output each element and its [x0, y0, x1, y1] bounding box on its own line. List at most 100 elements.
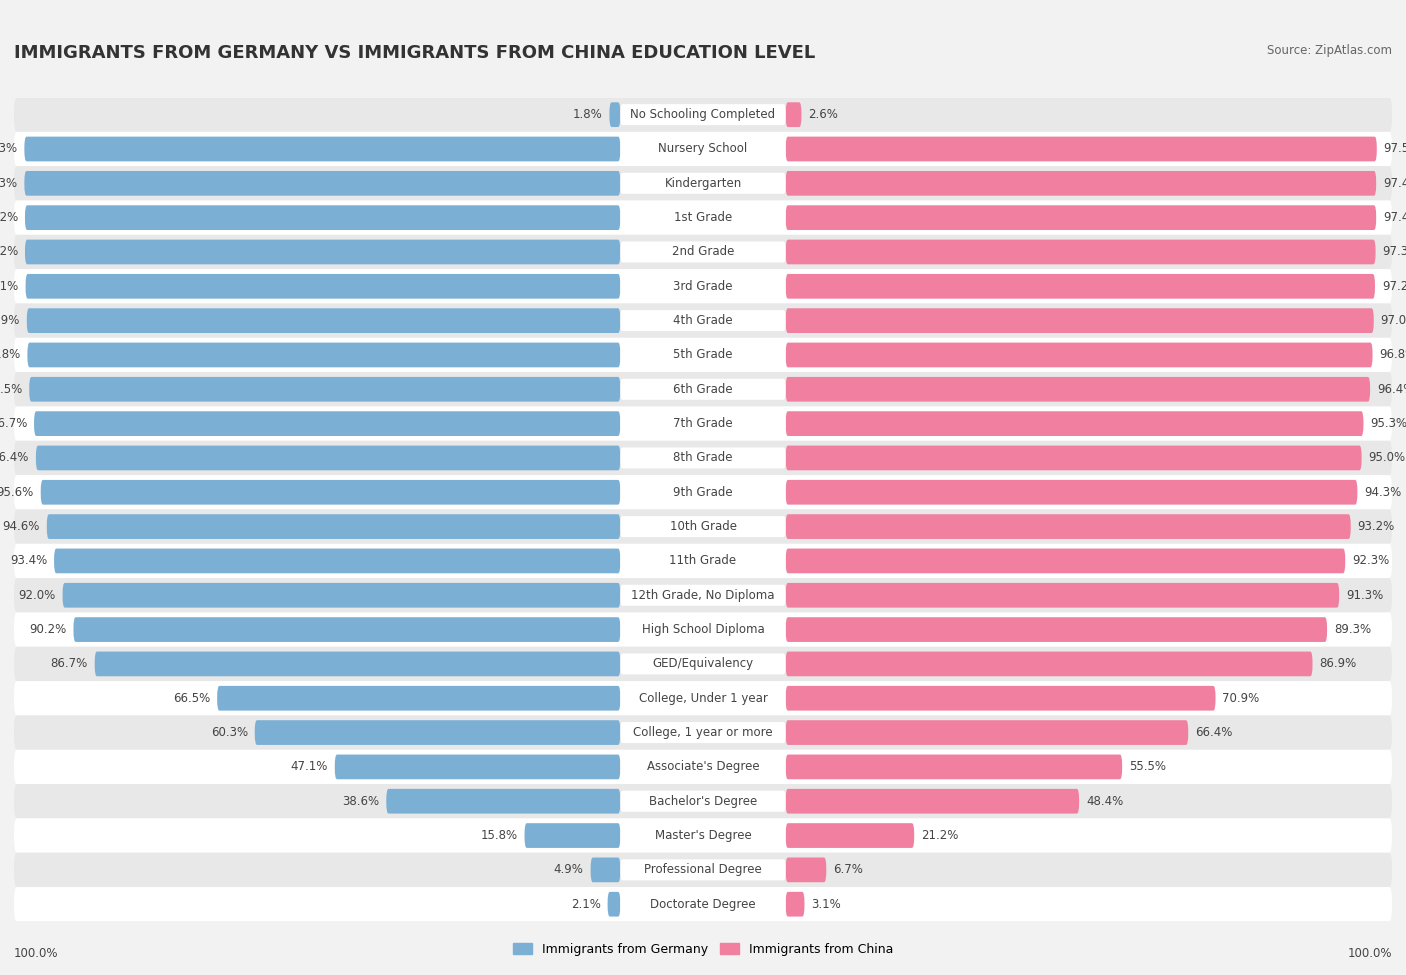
FancyBboxPatch shape: [14, 166, 1392, 201]
FancyBboxPatch shape: [14, 441, 1392, 475]
Text: Professional Degree: Professional Degree: [644, 864, 762, 877]
Text: 47.1%: 47.1%: [291, 760, 328, 773]
FancyBboxPatch shape: [786, 377, 1369, 402]
Text: 98.3%: 98.3%: [0, 176, 17, 190]
FancyBboxPatch shape: [14, 682, 1392, 716]
Text: High School Diploma: High School Diploma: [641, 623, 765, 636]
FancyBboxPatch shape: [620, 619, 786, 641]
FancyBboxPatch shape: [14, 853, 1392, 887]
Text: 96.4%: 96.4%: [0, 451, 30, 464]
FancyBboxPatch shape: [620, 722, 786, 743]
Text: Master's Degree: Master's Degree: [655, 829, 751, 842]
Text: 86.7%: 86.7%: [51, 657, 87, 671]
Text: 97.2%: 97.2%: [1382, 280, 1406, 292]
FancyBboxPatch shape: [14, 612, 1392, 646]
FancyBboxPatch shape: [786, 171, 1376, 196]
Text: 12th Grade, No Diploma: 12th Grade, No Diploma: [631, 589, 775, 602]
FancyBboxPatch shape: [786, 755, 1122, 779]
Legend: Immigrants from Germany, Immigrants from China: Immigrants from Germany, Immigrants from…: [508, 938, 898, 961]
FancyBboxPatch shape: [786, 274, 1375, 298]
FancyBboxPatch shape: [25, 274, 620, 298]
FancyBboxPatch shape: [620, 757, 786, 777]
Text: Source: ZipAtlas.com: Source: ZipAtlas.com: [1267, 44, 1392, 57]
FancyBboxPatch shape: [620, 310, 786, 332]
FancyBboxPatch shape: [524, 823, 620, 848]
FancyBboxPatch shape: [217, 685, 620, 711]
Text: 94.3%: 94.3%: [1364, 486, 1402, 499]
Text: 91.3%: 91.3%: [1346, 589, 1384, 602]
FancyBboxPatch shape: [14, 509, 1392, 544]
Text: 86.9%: 86.9%: [1319, 657, 1357, 671]
Text: 66.5%: 66.5%: [173, 691, 211, 705]
Text: 92.3%: 92.3%: [1353, 555, 1389, 567]
FancyBboxPatch shape: [620, 413, 786, 434]
FancyBboxPatch shape: [620, 138, 786, 160]
Text: 93.2%: 93.2%: [1358, 520, 1395, 533]
FancyBboxPatch shape: [24, 171, 620, 196]
Text: 2.1%: 2.1%: [571, 898, 600, 911]
FancyBboxPatch shape: [620, 825, 786, 846]
Text: 97.5%: 97.5%: [1384, 142, 1406, 155]
FancyBboxPatch shape: [620, 585, 786, 605]
Text: Associate's Degree: Associate's Degree: [647, 760, 759, 773]
Text: 2.6%: 2.6%: [808, 108, 838, 121]
Text: 97.4%: 97.4%: [1384, 212, 1406, 224]
FancyBboxPatch shape: [620, 207, 786, 228]
FancyBboxPatch shape: [620, 894, 786, 915]
Text: Bachelor's Degree: Bachelor's Degree: [650, 795, 756, 807]
Text: 2nd Grade: 2nd Grade: [672, 246, 734, 258]
FancyBboxPatch shape: [27, 308, 620, 333]
FancyBboxPatch shape: [786, 823, 914, 848]
Text: 70.9%: 70.9%: [1222, 691, 1260, 705]
FancyBboxPatch shape: [387, 789, 620, 813]
FancyBboxPatch shape: [14, 818, 1392, 853]
Text: 4th Grade: 4th Grade: [673, 314, 733, 328]
FancyBboxPatch shape: [620, 242, 786, 262]
FancyBboxPatch shape: [34, 411, 620, 436]
Text: 96.7%: 96.7%: [0, 417, 27, 430]
FancyBboxPatch shape: [14, 269, 1392, 303]
Text: College, Under 1 year: College, Under 1 year: [638, 691, 768, 705]
FancyBboxPatch shape: [53, 549, 620, 573]
FancyBboxPatch shape: [73, 617, 620, 642]
FancyBboxPatch shape: [14, 132, 1392, 166]
Text: 6.7%: 6.7%: [834, 864, 863, 877]
FancyBboxPatch shape: [786, 651, 1313, 677]
FancyBboxPatch shape: [14, 578, 1392, 612]
FancyBboxPatch shape: [335, 755, 620, 779]
FancyBboxPatch shape: [620, 104, 786, 125]
FancyBboxPatch shape: [786, 136, 1376, 161]
FancyBboxPatch shape: [94, 651, 620, 677]
FancyBboxPatch shape: [786, 549, 1346, 573]
Text: 21.2%: 21.2%: [921, 829, 959, 842]
Text: 95.6%: 95.6%: [0, 486, 34, 499]
Text: 7th Grade: 7th Grade: [673, 417, 733, 430]
Text: 97.5%: 97.5%: [0, 383, 22, 396]
FancyBboxPatch shape: [786, 583, 1339, 607]
Text: 97.9%: 97.9%: [0, 314, 20, 328]
Text: 8th Grade: 8th Grade: [673, 451, 733, 464]
FancyBboxPatch shape: [786, 514, 1351, 539]
FancyBboxPatch shape: [14, 750, 1392, 784]
FancyBboxPatch shape: [620, 791, 786, 812]
Text: 97.8%: 97.8%: [0, 348, 21, 362]
Text: No Schooling Completed: No Schooling Completed: [630, 108, 776, 121]
FancyBboxPatch shape: [14, 544, 1392, 578]
Text: 90.2%: 90.2%: [30, 623, 66, 636]
Text: 94.6%: 94.6%: [3, 520, 39, 533]
Text: 95.0%: 95.0%: [1368, 451, 1406, 464]
FancyBboxPatch shape: [14, 372, 1392, 407]
Text: 98.2%: 98.2%: [0, 246, 18, 258]
FancyBboxPatch shape: [24, 136, 620, 161]
Text: 96.4%: 96.4%: [1376, 383, 1406, 396]
Text: Nursery School: Nursery School: [658, 142, 748, 155]
Text: 95.3%: 95.3%: [1371, 417, 1406, 430]
Text: 10th Grade: 10th Grade: [669, 520, 737, 533]
FancyBboxPatch shape: [786, 240, 1375, 264]
Text: 3.1%: 3.1%: [811, 898, 841, 911]
Text: 48.4%: 48.4%: [1085, 795, 1123, 807]
Text: 98.2%: 98.2%: [0, 212, 18, 224]
FancyBboxPatch shape: [62, 583, 620, 607]
FancyBboxPatch shape: [14, 407, 1392, 441]
FancyBboxPatch shape: [786, 685, 1216, 711]
